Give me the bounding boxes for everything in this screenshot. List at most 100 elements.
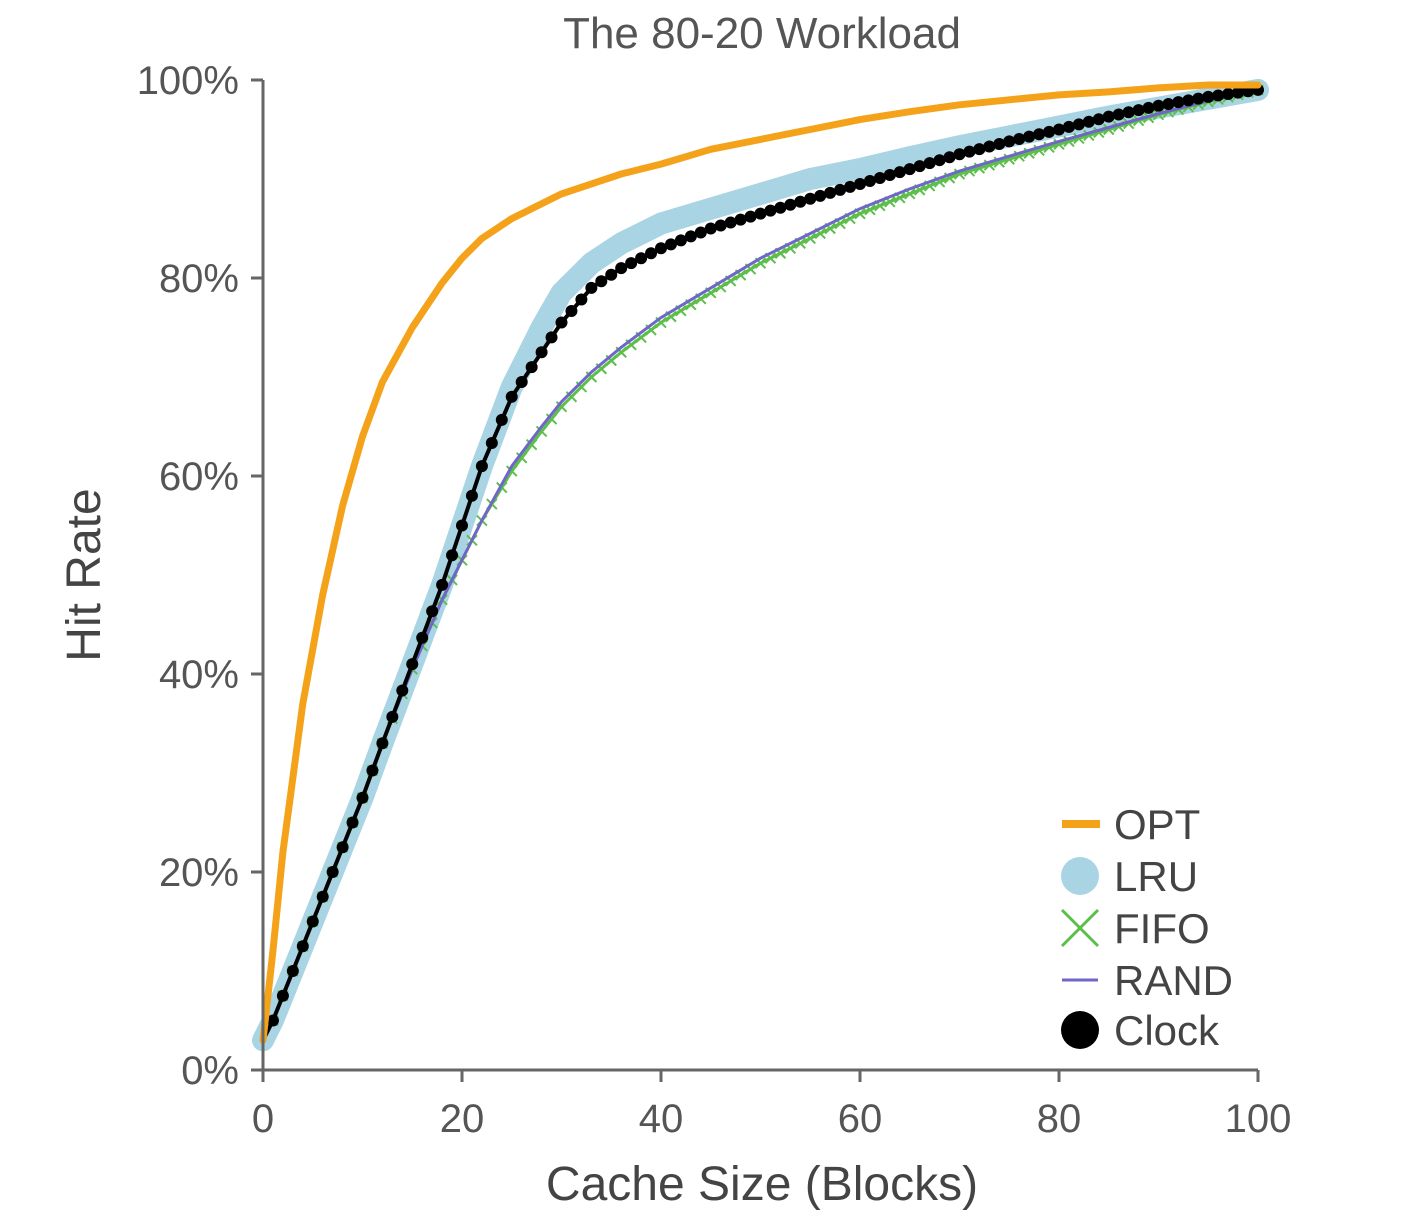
clock-point bbox=[774, 201, 787, 214]
clock-point bbox=[465, 489, 478, 502]
clock-point bbox=[386, 710, 399, 723]
clock-point bbox=[585, 281, 598, 294]
clock-point bbox=[416, 631, 429, 644]
x-tick-label: 100 bbox=[1225, 1097, 1292, 1141]
clock-point bbox=[1212, 89, 1225, 102]
clock-point bbox=[356, 791, 369, 804]
clock-point bbox=[1122, 106, 1135, 119]
clock-point bbox=[326, 866, 339, 878]
clock-point bbox=[346, 816, 359, 829]
clock-point bbox=[485, 437, 498, 449]
x-tick-label: 20 bbox=[440, 1097, 485, 1141]
clock-point bbox=[276, 989, 289, 1002]
clock-point bbox=[734, 213, 747, 226]
lru-point bbox=[532, 318, 551, 337]
clock-point bbox=[1033, 128, 1046, 141]
chart-title: The 80-20 Workload bbox=[563, 9, 961, 58]
clock-point bbox=[1222, 88, 1235, 101]
y-tick-label: 20% bbox=[159, 851, 239, 895]
legend-swatch-fifo bbox=[1060, 908, 1100, 948]
clock-point bbox=[535, 346, 548, 359]
y-tick-label: 0% bbox=[181, 1049, 239, 1093]
fifo-point bbox=[525, 438, 538, 451]
clock-point bbox=[615, 262, 628, 275]
clock-point bbox=[475, 460, 488, 473]
lru-point bbox=[542, 301, 561, 320]
clock-point bbox=[834, 183, 847, 196]
clock-point bbox=[406, 658, 419, 671]
clock-point bbox=[1192, 92, 1205, 105]
legend-item-fifo: FIFO bbox=[1060, 905, 1210, 952]
clock-point bbox=[1003, 135, 1016, 148]
clock-point bbox=[456, 519, 468, 532]
x-tick-label: 0 bbox=[252, 1097, 274, 1141]
x-axis-label: Cache Size (Blocks) bbox=[546, 1158, 978, 1211]
clock-point bbox=[883, 169, 896, 182]
x-tick-label: 80 bbox=[1037, 1097, 1082, 1141]
x-tick-label: 40 bbox=[639, 1097, 684, 1141]
clock-point bbox=[1152, 99, 1165, 112]
legend-item-opt: OPT bbox=[1062, 801, 1200, 848]
clock-point bbox=[1142, 101, 1155, 114]
clock-point bbox=[565, 305, 578, 317]
clock-point bbox=[863, 174, 876, 187]
clock-point bbox=[266, 1014, 279, 1027]
clock-point bbox=[844, 180, 857, 193]
clock-point bbox=[525, 361, 538, 374]
legend-item-lru: LRU bbox=[1061, 853, 1198, 900]
clock-point bbox=[336, 841, 349, 854]
clock-point bbox=[446, 549, 459, 562]
clock-point bbox=[426, 605, 439, 618]
clock-point bbox=[605, 268, 618, 281]
y-axis-label: Hit Rate bbox=[58, 488, 111, 661]
clock-point bbox=[436, 578, 449, 591]
clock-point bbox=[655, 242, 667, 255]
clock-point bbox=[714, 219, 727, 232]
clock-point bbox=[396, 684, 409, 697]
clock-point bbox=[1102, 110, 1115, 123]
clock-point bbox=[645, 247, 658, 260]
clock-point bbox=[286, 965, 299, 977]
lru-point bbox=[512, 358, 531, 377]
series-clock bbox=[261, 83, 1264, 1042]
clock-point bbox=[316, 890, 329, 903]
clock-point bbox=[515, 375, 528, 388]
clock-point bbox=[625, 257, 638, 270]
clock-point bbox=[1072, 118, 1085, 131]
clock-point bbox=[1162, 97, 1175, 110]
clock-point bbox=[744, 210, 757, 223]
clock-point bbox=[983, 140, 996, 153]
clock-point bbox=[784, 198, 797, 211]
clock-point bbox=[993, 137, 1006, 150]
clock-point bbox=[754, 207, 767, 220]
clock-point bbox=[903, 163, 916, 176]
clock-point bbox=[366, 764, 379, 777]
clock-point bbox=[306, 915, 319, 928]
fifo-point bbox=[535, 425, 548, 438]
clock-point bbox=[684, 230, 697, 243]
y-tick-label: 60% bbox=[159, 455, 239, 499]
clock-point bbox=[376, 737, 389, 750]
clock-point bbox=[1202, 90, 1215, 103]
clock-point bbox=[854, 177, 866, 190]
fifo-point bbox=[555, 400, 568, 413]
clock-point bbox=[764, 204, 777, 217]
clock-point bbox=[724, 216, 737, 229]
fifo-point bbox=[545, 413, 558, 425]
legend-label-clock: Clock bbox=[1114, 1007, 1220, 1054]
y-tick-label: 100% bbox=[137, 59, 239, 103]
clock-point bbox=[1232, 86, 1245, 99]
clock-point bbox=[704, 222, 717, 235]
legend-swatch-clock bbox=[1061, 1011, 1099, 1049]
plot-area bbox=[252, 78, 1269, 1052]
clock-point bbox=[1112, 108, 1125, 121]
fifo-point bbox=[515, 452, 528, 464]
clock-point bbox=[1172, 96, 1185, 109]
legend-swatch-lru bbox=[1061, 857, 1099, 895]
clock-point bbox=[893, 166, 906, 179]
clock-point bbox=[1043, 125, 1056, 138]
clock-point bbox=[973, 143, 986, 156]
clock-point bbox=[694, 226, 707, 239]
clock-point bbox=[873, 172, 886, 185]
y-ticks: 0% 20% 40% 60% 80% 100% bbox=[137, 59, 263, 1093]
